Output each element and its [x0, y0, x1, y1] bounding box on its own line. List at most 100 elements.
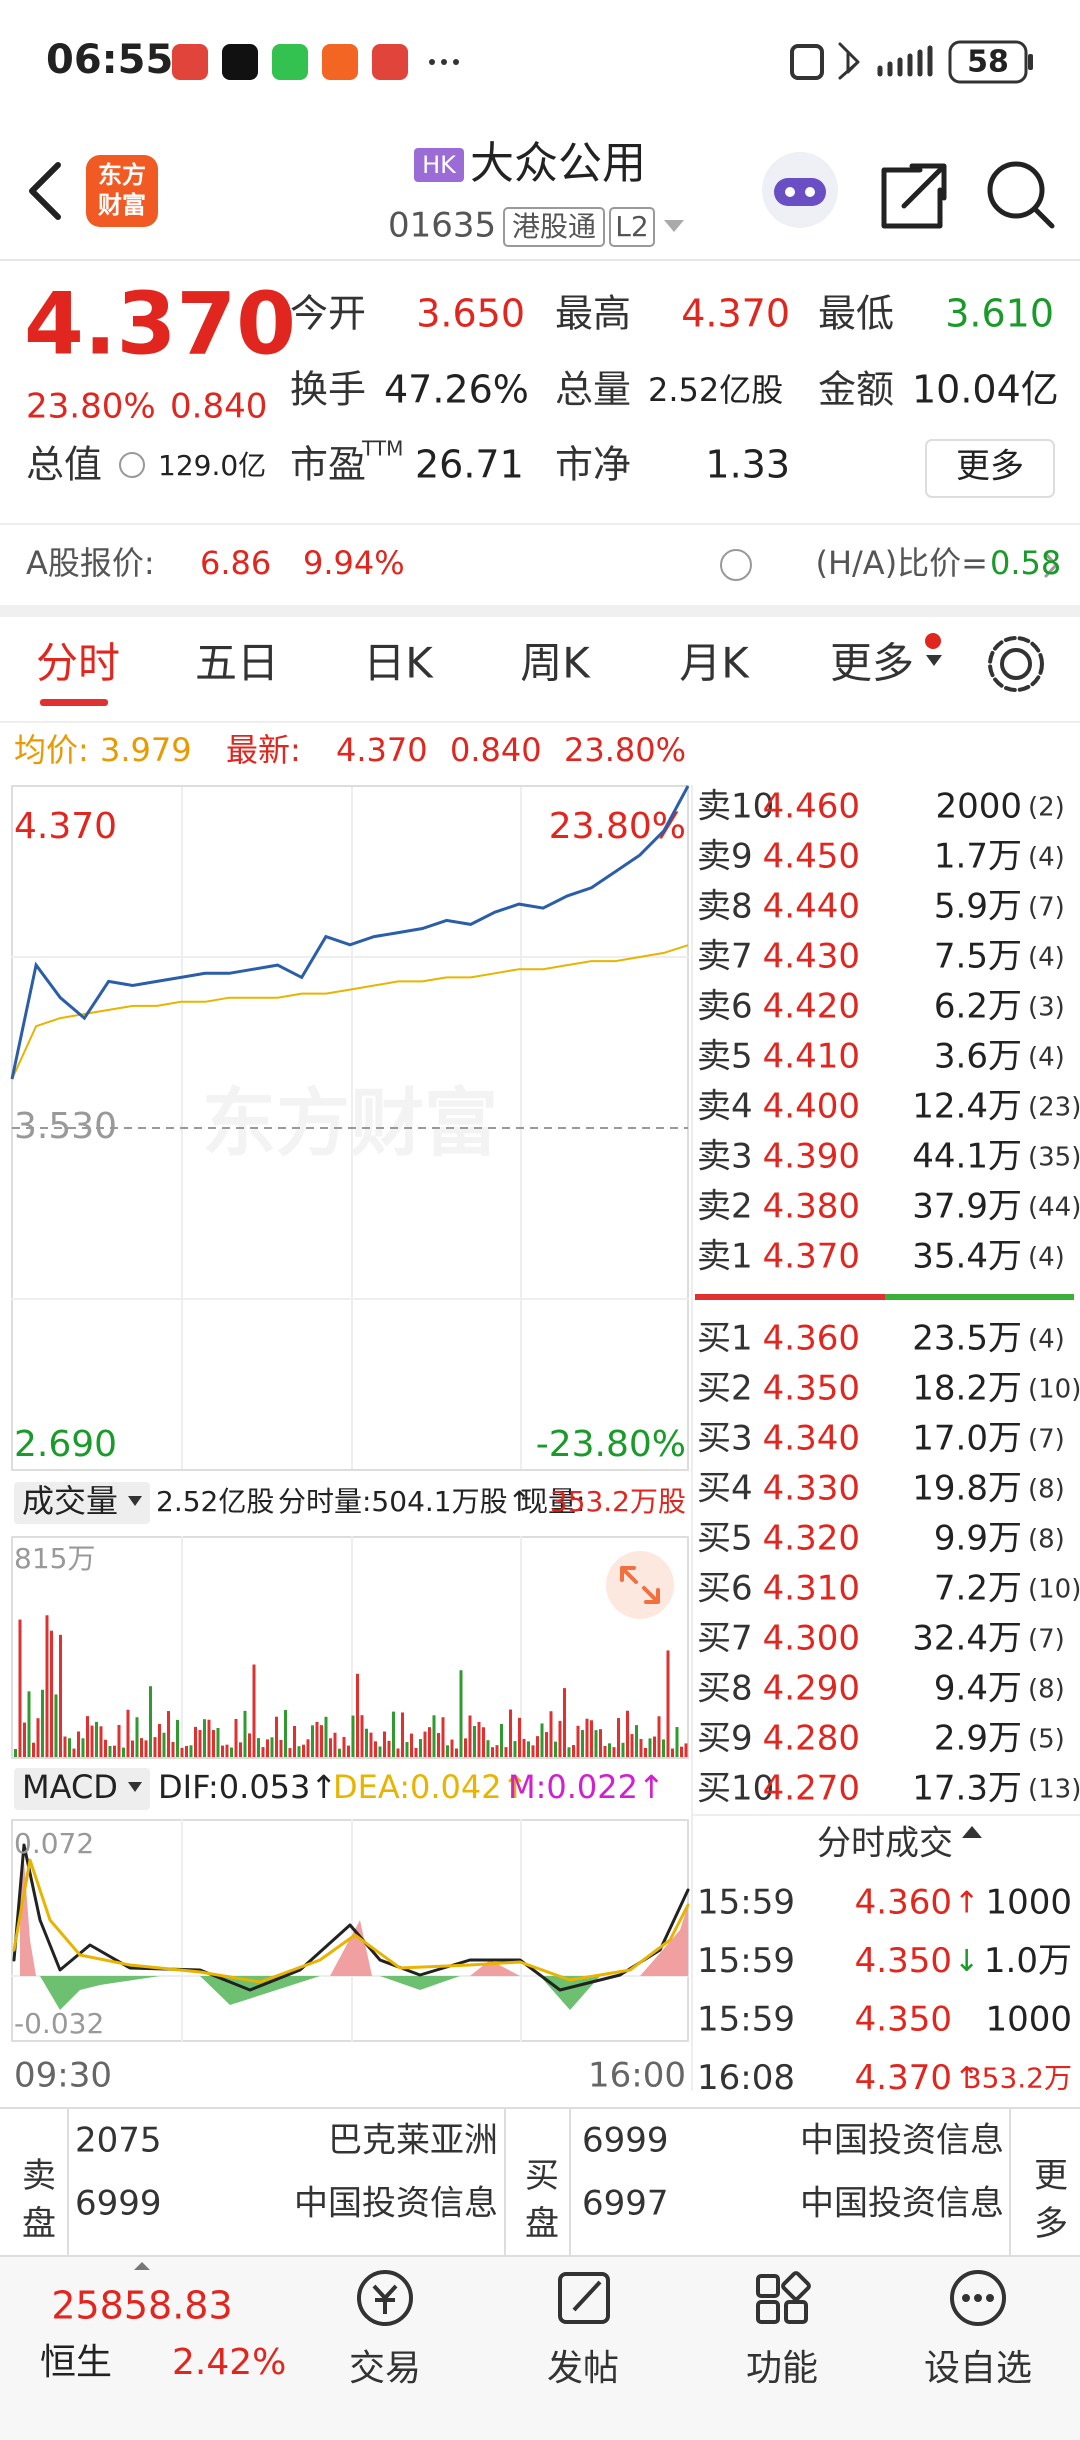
volume-texture — [648, 1738, 652, 1757]
book-price: 4.330 — [763, 1469, 860, 1509]
book-count: (8) — [1028, 1525, 1065, 1555]
volume-texture — [383, 1731, 386, 1757]
ratio: 0.58 — [990, 544, 1061, 582]
trade-price: 4.360 — [855, 1883, 952, 1923]
book-price: 4.450 — [763, 837, 860, 877]
tab[interactable]: 五日 — [195, 639, 279, 688]
volume-texture — [315, 1721, 319, 1757]
volume-texture — [369, 1732, 373, 1757]
book-price: 4.420 — [763, 987, 860, 1027]
book-count: (3) — [1028, 993, 1065, 1023]
trade-dir: ↑ — [954, 2061, 979, 2096]
trade-time: 16:08 — [697, 2058, 795, 2098]
book-count: (4) — [1028, 843, 1065, 873]
book-volume: 17.3万 — [912, 1769, 1022, 1809]
volume-period: 分时量:504.1万股↑ — [278, 1485, 531, 1518]
volume-texture — [81, 1738, 85, 1757]
more-button[interactable]: 更多 — [956, 447, 1024, 487]
book-price: 4.270 — [763, 1769, 860, 1809]
stock-code: 01635 — [388, 206, 496, 246]
tab[interactable]: 日K — [363, 639, 434, 688]
clock: 06:55 — [46, 37, 173, 83]
book-price: 4.400 — [763, 1087, 860, 1127]
book-count: (4) — [1028, 1325, 1065, 1355]
bottom-nav: 25858.83 恒生 2.42% 交易 发帖 功能 设自选 — [0, 2255, 1080, 2440]
nav-item[interactable]: 发帖 — [547, 2348, 619, 2389]
y-tick-label: 3.530 — [14, 1106, 117, 1147]
y-tick-label: 2.690 — [14, 1424, 117, 1465]
volume-texture — [639, 1739, 643, 1757]
book-count: (7) — [1028, 1625, 1065, 1655]
volume-texture — [527, 1741, 530, 1757]
volume-texture — [468, 1715, 472, 1757]
tab[interactable]: 周K — [520, 639, 591, 688]
volume-texture — [590, 1720, 593, 1757]
volume-now: 353.2万股 — [550, 1485, 686, 1518]
volume-texture — [108, 1745, 112, 1757]
volume-texture — [270, 1737, 274, 1757]
volume-texture — [491, 1747, 494, 1757]
volume-total: 2.52亿股 — [156, 1485, 274, 1518]
volume-texture — [662, 1739, 665, 1757]
volume-texture — [342, 1736, 346, 1757]
volume-texture — [617, 1718, 620, 1757]
stat-label: 最低 — [818, 292, 894, 336]
volume-texture — [635, 1725, 638, 1757]
book-price: 4.410 — [763, 1037, 860, 1077]
volume-texture — [509, 1709, 512, 1757]
nav-item[interactable]: 功能 — [746, 2348, 818, 2389]
volume-texture — [437, 1733, 440, 1757]
volume-texture — [347, 1745, 350, 1757]
volume-texture — [126, 1709, 130, 1757]
tab[interactable]: 分时 — [36, 639, 120, 688]
trade-volume: 1.0万 — [984, 1941, 1072, 1981]
nav-item[interactable]: 设自选 — [924, 2348, 1032, 2389]
macd-label: MACD — [22, 1768, 118, 1806]
volume-texture — [198, 1730, 202, 1757]
book-price: 4.360 — [763, 1319, 860, 1359]
volume-texture — [225, 1744, 229, 1757]
volume-texture — [279, 1739, 283, 1757]
y-tick-label: 4.370 — [14, 806, 117, 847]
book-price: 4.440 — [763, 887, 860, 927]
volume-texture — [171, 1741, 175, 1757]
trade-price: 4.370 — [855, 2058, 952, 2098]
volume-texture — [144, 1740, 148, 1757]
broker-more[interactable]: 更多 — [1028, 2157, 1068, 2253]
volume-texture — [99, 1726, 103, 1757]
stat-value: 3.610 — [945, 292, 1054, 336]
stat-label: 市盈 — [290, 443, 366, 487]
volume-texture — [32, 1742, 35, 1757]
volume-texture — [153, 1737, 157, 1757]
volume-texture — [288, 1748, 292, 1757]
tab[interactable]: 更多 — [830, 639, 914, 688]
volume-texture — [320, 1725, 323, 1757]
volume-texture — [567, 1747, 571, 1757]
nav-item[interactable]: 交易 — [349, 2348, 421, 2389]
tag: L2 — [615, 210, 648, 243]
expand-arrow[interactable] — [134, 2262, 150, 2270]
volume-texture — [122, 1747, 125, 1757]
trade-volume: 1000 — [985, 2000, 1072, 2040]
volume-texture — [14, 1749, 17, 1757]
volume-texture — [653, 1736, 656, 1757]
book-price: 4.460 — [763, 787, 860, 827]
broker-name: 中国投资信息 — [294, 2184, 498, 2224]
volume-texture — [410, 1733, 413, 1757]
volume-texture — [95, 1721, 98, 1757]
book-label: 卖10 — [697, 787, 774, 827]
change-value: 0.840 — [450, 731, 542, 769]
a-share-pct: 9.94% — [303, 544, 405, 582]
book-volume: 35.4万 — [912, 1237, 1022, 1277]
stat-label: 市净 — [555, 443, 631, 487]
volume-texture — [513, 1741, 517, 1757]
volume-texture — [405, 1742, 409, 1757]
volume-texture — [464, 1738, 467, 1757]
index-value: 25858.83 — [51, 2284, 232, 2328]
trade-dir: ↑ — [954, 1886, 979, 1921]
tab[interactable]: 月K — [679, 639, 750, 688]
stat-value: 129.0亿 — [158, 449, 266, 482]
book-count: (8) — [1028, 1675, 1065, 1705]
book-count: (8) — [1028, 1475, 1065, 1505]
book-label: 买2 — [697, 1369, 753, 1409]
